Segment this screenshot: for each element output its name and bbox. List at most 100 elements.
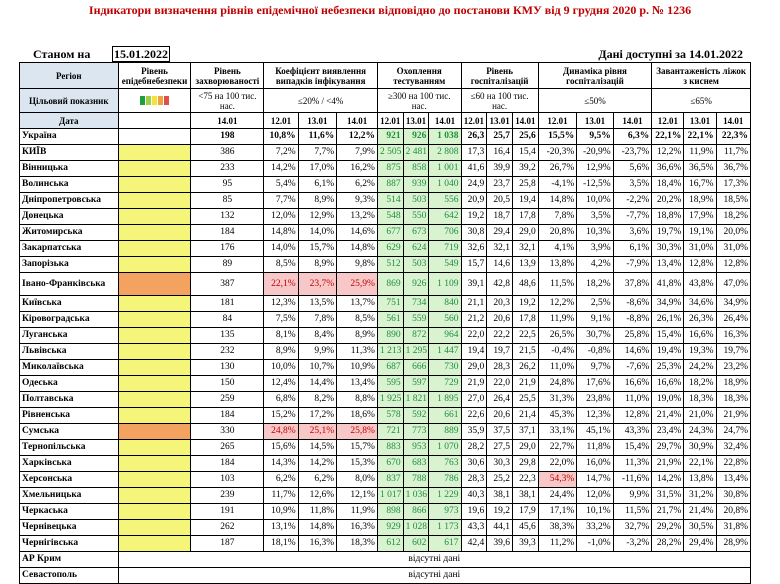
dyn-cell: 3,9% xyxy=(576,240,614,257)
table-row: Львівська 232 8,9% 9,9% 11,3% 1 213 1 295 1 447… xyxy=(19,343,752,360)
hosp-cell: 29,4 xyxy=(486,224,513,241)
missing-row: Севастополь відсутні дані xyxy=(19,567,752,584)
detection-cell: 6,8% xyxy=(263,391,299,408)
detection-cell: 14,0% xyxy=(263,240,299,257)
dyn-cell: 4,1% xyxy=(537,240,578,257)
beds-cell: 16,6% xyxy=(683,327,717,344)
dyn-cell: 2,5% xyxy=(576,295,614,312)
testing-cell: 858 xyxy=(402,160,430,177)
testing-cell: 503 xyxy=(402,256,430,273)
detection-cell: 13,1% xyxy=(263,519,299,536)
detection-cell: 8,1% xyxy=(263,327,299,344)
region-name: Хмельницька xyxy=(19,487,119,504)
detection-cell: 8,9% xyxy=(297,256,338,273)
testing-cell: 578 xyxy=(376,407,404,424)
hosp-cell: 39,3 xyxy=(511,535,539,552)
beds-cell: 19,4% xyxy=(651,343,685,360)
hosp-cell: 14,6 xyxy=(486,256,513,273)
hosp-cell: 25,5 xyxy=(511,391,539,408)
hosp-cell: 29,0 xyxy=(511,439,539,456)
beds-cell: 41,8% xyxy=(651,272,685,296)
testing-cell: 514 xyxy=(376,192,404,209)
beds-cell: 36,7% xyxy=(715,160,752,177)
beds-cell: 21,7% xyxy=(651,503,685,520)
legend-cell xyxy=(117,88,192,113)
dyn-cell: 12,8% xyxy=(612,407,653,424)
beds-cell: 18,3% xyxy=(715,391,752,408)
detection-cell: 8,9% xyxy=(336,327,378,344)
detection-cell: 7,9% xyxy=(336,144,378,161)
beds-cell: 19,0% xyxy=(651,391,685,408)
testing-cell: 921 xyxy=(376,128,404,145)
detection-cell: 16,3% xyxy=(297,535,338,552)
detection-cell: 10,9% xyxy=(336,359,378,376)
detection-cell: 18,1% xyxy=(263,535,299,552)
hosp-cell: 29,0 xyxy=(460,359,488,376)
incidence-cell: 85 xyxy=(190,192,265,209)
target-incidence: <75 на 100 тис. нас. xyxy=(190,88,265,113)
beds-cell: 11,7% xyxy=(715,144,752,161)
region-name: Дніпропетровська xyxy=(19,192,119,209)
header-testing: Охоплення тестуванням xyxy=(376,62,462,89)
date-cell: 13.01 xyxy=(297,112,338,129)
hosp-cell: 45,6 xyxy=(511,519,539,536)
table-row: Чернівецька 262 13,1% 14,8% 16,3% 929 1 028 1 1… xyxy=(19,519,752,536)
region-name: Тернопільська xyxy=(19,439,119,456)
detection-cell: 14,2% xyxy=(297,455,338,472)
table-row: Волинська 95 5,4% 6,1% 6,2% 887 939 1 040 24,9 23… xyxy=(19,176,752,193)
beds-cell: 22,1% xyxy=(683,128,717,145)
dyn-cell: 15,5% xyxy=(537,128,578,145)
epi-level-cell xyxy=(117,311,192,328)
detection-cell: 8,5% xyxy=(336,311,378,328)
hosp-cell: 21,2 xyxy=(460,311,488,328)
target-hosp: ≤60 на 100 тис. нас. xyxy=(460,88,539,113)
detection-cell: 8,5% xyxy=(263,256,299,273)
epi-level-cell xyxy=(117,439,192,456)
date-cell: 14.01 xyxy=(715,112,752,129)
detection-cell: 15,7% xyxy=(297,240,338,257)
total-row: Україна 198 10,8% 11,6% 12,2% 921 926 1 038 26,3… xyxy=(19,128,752,145)
detection-cell: 11,8% xyxy=(297,503,338,520)
beds-cell: 29,4% xyxy=(683,535,717,552)
testing-cell: 617 xyxy=(428,535,462,552)
dyn-cell: 11,5% xyxy=(612,503,653,520)
dyn-cell: 6,3% xyxy=(612,128,653,145)
testing-cell: 1 925 xyxy=(376,391,404,408)
detection-cell: 8,8% xyxy=(336,391,378,408)
testing-cell: 926 xyxy=(402,128,430,145)
date-cell: 14.01 xyxy=(336,112,378,129)
dyn-cell: -4,1% xyxy=(537,176,578,193)
dyn-cell: 3,5% xyxy=(576,208,614,225)
epi-level-cell xyxy=(117,455,192,472)
epi-level-cell xyxy=(117,487,192,504)
beds-cell: 12,8% xyxy=(715,256,752,273)
testing-cell: 683 xyxy=(402,455,430,472)
hosp-cell: 17,8 xyxy=(511,311,539,328)
table-row: Хмельницька 239 11,7% 12,6% 12,1% 1 017 1 036 1… xyxy=(19,487,752,504)
dyn-cell: 14,8% xyxy=(537,192,578,209)
dyn-cell: 45,1% xyxy=(576,423,614,440)
region-name: КИЇВ xyxy=(19,144,119,161)
beds-cell: 22,8% xyxy=(715,455,752,472)
dyn-cell: 11,0% xyxy=(537,359,578,376)
testing-cell: 661 xyxy=(428,407,462,424)
detection-cell: 8,2% xyxy=(297,391,338,408)
detection-cell: 14,8% xyxy=(263,224,299,241)
testing-cell: 721 xyxy=(376,423,404,440)
region-name: Одеська xyxy=(19,375,119,392)
beds-cell: 18,5% xyxy=(715,192,752,209)
dyn-cell: 14,6% xyxy=(612,343,653,360)
date-cell: 13.01 xyxy=(683,112,717,129)
hosp-cell: 24,9 xyxy=(460,176,488,193)
hosp-cell: 16,4 xyxy=(486,144,513,161)
beds-cell: 43,8% xyxy=(683,272,717,296)
table-row: Херсонська 103 6,2% 6,2% 8,0% 837 788 786 28,3 25… xyxy=(19,471,752,488)
beds-cell: 29,7% xyxy=(651,439,685,456)
beds-cell: 28,9% xyxy=(715,535,752,552)
incidence-cell: 89 xyxy=(190,256,265,273)
detection-cell: 7,7% xyxy=(263,192,299,209)
detection-cell: 6,2% xyxy=(263,471,299,488)
table-row: Донецька 132 12,0% 12,9% 13,2% 548 550 642 19,2 1… xyxy=(19,208,752,225)
beds-cell: 30,8% xyxy=(715,487,752,504)
beds-cell: 12,8% xyxy=(683,256,717,273)
